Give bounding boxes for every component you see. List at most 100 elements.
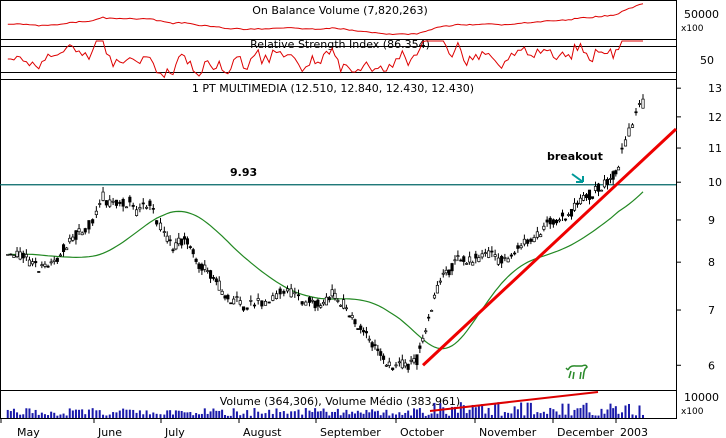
volume-bar bbox=[249, 415, 252, 418]
candle-body bbox=[285, 288, 290, 292]
volume-bar bbox=[395, 414, 398, 418]
candle-body bbox=[101, 191, 105, 201]
candle-body bbox=[183, 236, 187, 240]
volume-bar bbox=[47, 415, 50, 418]
candle-body bbox=[91, 219, 95, 224]
volume-bar bbox=[215, 410, 218, 418]
volume-bar bbox=[311, 412, 314, 418]
volume-bar bbox=[297, 409, 300, 418]
candle-body bbox=[359, 325, 363, 330]
candle-body bbox=[459, 259, 463, 262]
candle-body bbox=[188, 246, 192, 248]
candle-body bbox=[542, 225, 546, 230]
volume-bar bbox=[40, 412, 43, 418]
candle-body bbox=[220, 290, 224, 295]
candle-body bbox=[391, 367, 395, 370]
candle-body bbox=[480, 253, 484, 258]
volume-bar bbox=[459, 402, 462, 418]
volume-bar bbox=[257, 411, 260, 418]
volume-bar bbox=[549, 407, 552, 418]
volume-bar bbox=[356, 410, 359, 418]
candle-body bbox=[611, 171, 615, 180]
volume-bar bbox=[533, 414, 536, 418]
candle-body bbox=[432, 294, 437, 299]
candle-body bbox=[61, 244, 66, 253]
volume-bar bbox=[314, 408, 317, 418]
volume-bar bbox=[28, 408, 31, 418]
volume-bar bbox=[189, 412, 192, 418]
volume-bar bbox=[365, 409, 368, 418]
month-label: October bbox=[400, 426, 444, 438]
volume-bar bbox=[6, 409, 9, 418]
candle-body bbox=[441, 272, 445, 275]
volume-bar bbox=[471, 404, 474, 418]
volume-bar bbox=[9, 411, 12, 418]
candle-body bbox=[356, 328, 360, 330]
volume-bar bbox=[413, 408, 416, 418]
candle-body bbox=[158, 222, 163, 231]
candle-body bbox=[599, 189, 604, 192]
candle-body bbox=[171, 249, 175, 252]
volume-bar bbox=[552, 409, 555, 418]
candle-body bbox=[46, 265, 50, 268]
volume-bar bbox=[436, 413, 439, 418]
volume-bar bbox=[606, 409, 609, 418]
candle-body bbox=[379, 351, 383, 356]
volume-bar bbox=[368, 412, 371, 418]
volume-bar bbox=[418, 408, 421, 418]
candle-body bbox=[316, 299, 320, 307]
volume-bar bbox=[612, 408, 615, 418]
volume-bar bbox=[597, 415, 600, 418]
candle-body bbox=[104, 200, 108, 206]
volume-bar bbox=[98, 410, 101, 418]
candle-body bbox=[560, 212, 565, 217]
volume-bar bbox=[53, 412, 56, 418]
candle-body bbox=[382, 355, 386, 360]
volume-bar bbox=[91, 408, 94, 418]
candle-body bbox=[578, 197, 583, 205]
volume-bar bbox=[22, 414, 25, 418]
volume-bar bbox=[558, 414, 561, 418]
candle-body bbox=[620, 147, 624, 150]
volume-bar bbox=[567, 403, 570, 418]
candle-body bbox=[118, 201, 122, 204]
candle-body bbox=[74, 230, 78, 240]
volume-bar bbox=[172, 414, 174, 418]
volume-bar bbox=[105, 415, 108, 418]
candle-body bbox=[373, 344, 377, 346]
volume-bar bbox=[319, 411, 322, 418]
candle-body bbox=[256, 298, 260, 301]
volume-bar bbox=[125, 409, 128, 418]
volume-bar bbox=[555, 411, 558, 418]
volume-bar bbox=[401, 414, 404, 418]
candle-body bbox=[554, 219, 559, 224]
candle-body bbox=[68, 237, 72, 243]
volume-bar bbox=[497, 402, 500, 418]
volume-bar bbox=[81, 409, 84, 418]
candle-body bbox=[128, 196, 132, 203]
candle-body bbox=[453, 259, 457, 262]
volume-bar bbox=[600, 408, 603, 418]
candle-body bbox=[581, 195, 586, 201]
candle-body bbox=[409, 359, 413, 362]
candle-body bbox=[194, 258, 198, 262]
candle-body bbox=[200, 263, 204, 271]
month-label: November bbox=[479, 426, 537, 438]
candle-body bbox=[121, 198, 125, 207]
candle-body bbox=[114, 199, 119, 206]
volume-bar bbox=[542, 411, 545, 418]
candle-body bbox=[263, 300, 268, 306]
candle-body bbox=[344, 307, 348, 310]
candle-body bbox=[605, 178, 610, 186]
candle-body bbox=[503, 257, 507, 259]
candle-body bbox=[40, 264, 44, 267]
candle-body bbox=[627, 127, 631, 137]
candle-body bbox=[322, 301, 326, 305]
price-tick-label: 11 bbox=[708, 142, 722, 155]
volume-bar bbox=[78, 409, 81, 418]
volume-bar bbox=[232, 408, 235, 418]
volume-bar bbox=[203, 408, 206, 418]
candle-body bbox=[347, 315, 351, 318]
volume-bar bbox=[118, 410, 121, 418]
volume-bar bbox=[235, 411, 238, 418]
